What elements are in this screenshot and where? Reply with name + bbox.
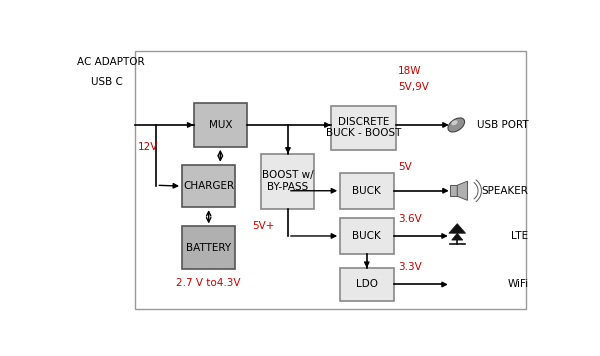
Text: USB C: USB C (91, 78, 123, 88)
Ellipse shape (448, 118, 464, 132)
Bar (136, 51, 526, 309)
Bar (182, 165, 235, 207)
Text: SPEAKER: SPEAKER (482, 186, 529, 196)
Bar (182, 226, 235, 269)
Bar (261, 154, 314, 209)
Text: 18W: 18W (398, 66, 422, 75)
Text: BOOST w/
BY-PASS: BOOST w/ BY-PASS (262, 171, 314, 192)
Text: BUCK: BUCK (352, 231, 381, 241)
Bar (331, 106, 396, 150)
Polygon shape (452, 233, 463, 240)
Text: MUX: MUX (209, 120, 232, 130)
Text: 3.3V: 3.3V (398, 262, 422, 272)
Text: LTE: LTE (511, 231, 529, 241)
Text: 12V: 12V (138, 142, 158, 152)
Text: AC ADAPTOR: AC ADAPTOR (77, 57, 145, 67)
Text: 5V+: 5V+ (253, 221, 275, 231)
Text: LDO: LDO (356, 279, 378, 289)
Polygon shape (449, 224, 466, 233)
Bar (340, 268, 394, 301)
Bar (450, 185, 457, 196)
Bar (194, 103, 247, 147)
Text: BATTERY: BATTERY (186, 243, 231, 253)
Text: CHARGER: CHARGER (183, 181, 234, 191)
Text: WiFi: WiFi (507, 279, 529, 289)
Text: 5V,9V: 5V,9V (398, 82, 429, 92)
Polygon shape (457, 181, 467, 200)
Text: USB PORT: USB PORT (477, 120, 529, 130)
Text: 5V: 5V (398, 162, 412, 172)
Bar (340, 173, 394, 209)
Text: 2.7 V to4.3V: 2.7 V to4.3V (176, 278, 241, 288)
Text: BUCK: BUCK (352, 186, 381, 196)
Text: DISCRETE
BUCK - BOOST: DISCRETE BUCK - BOOST (326, 117, 401, 138)
Bar (340, 218, 394, 254)
Ellipse shape (451, 120, 458, 125)
Text: 3.6V: 3.6V (398, 214, 422, 224)
